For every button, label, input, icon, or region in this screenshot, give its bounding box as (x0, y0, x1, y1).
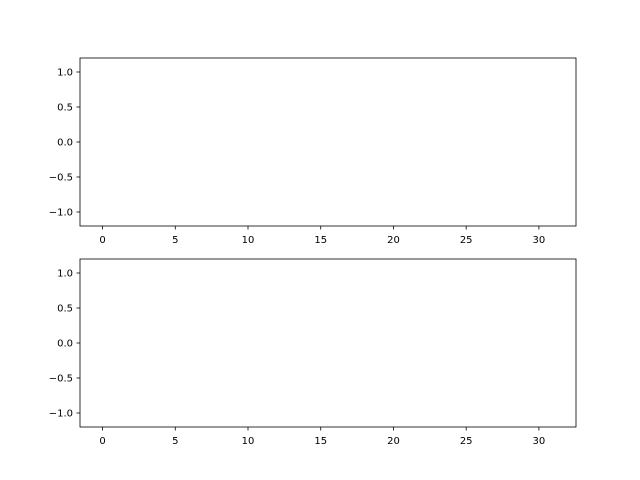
x-tick-label: 0 (99, 436, 105, 447)
y-tick-label: −1.0 (49, 208, 73, 219)
x-tick-label: 30 (533, 436, 546, 447)
axes-frame (79, 57, 577, 227)
x-tick-label: 0 (99, 235, 105, 246)
x-tick-label: 25 (460, 235, 473, 246)
axes-2: 0 5 10 15 20 25 30 −1.0 −0.5 0.0 0.5 1.0 (49, 258, 577, 447)
x-tick-label: 15 (314, 436, 327, 447)
x-tick-label: 10 (242, 436, 255, 447)
x-tick-label: 10 (242, 235, 255, 246)
y-tick-label: 1.0 (57, 68, 73, 79)
x-tick-label: 20 (387, 436, 400, 447)
y-tick-label: 0.5 (57, 103, 73, 114)
axes-1: 0 5 10 15 20 25 30 −1.0 −0.5 0.0 0.5 1.0 (49, 57, 577, 246)
y-tick-label: −1.0 (49, 409, 73, 420)
y-tick-label: 0.0 (57, 339, 73, 350)
x-tick-label: 5 (172, 235, 178, 246)
x-tick-label: 30 (533, 235, 546, 246)
y-tick-label: 0.5 (57, 304, 73, 315)
y-tick-label: 1.0 (57, 269, 73, 280)
y-tick-label: −0.5 (49, 173, 73, 184)
x-tick-label: 15 (314, 235, 327, 246)
y-tick-label: −0.5 (49, 374, 73, 385)
y-tick-label: 0.0 (57, 138, 73, 149)
x-tick-label: 20 (387, 235, 400, 246)
x-tick-label: 5 (172, 436, 178, 447)
x-tick-label: 25 (460, 436, 473, 447)
axes-frame (79, 258, 577, 428)
